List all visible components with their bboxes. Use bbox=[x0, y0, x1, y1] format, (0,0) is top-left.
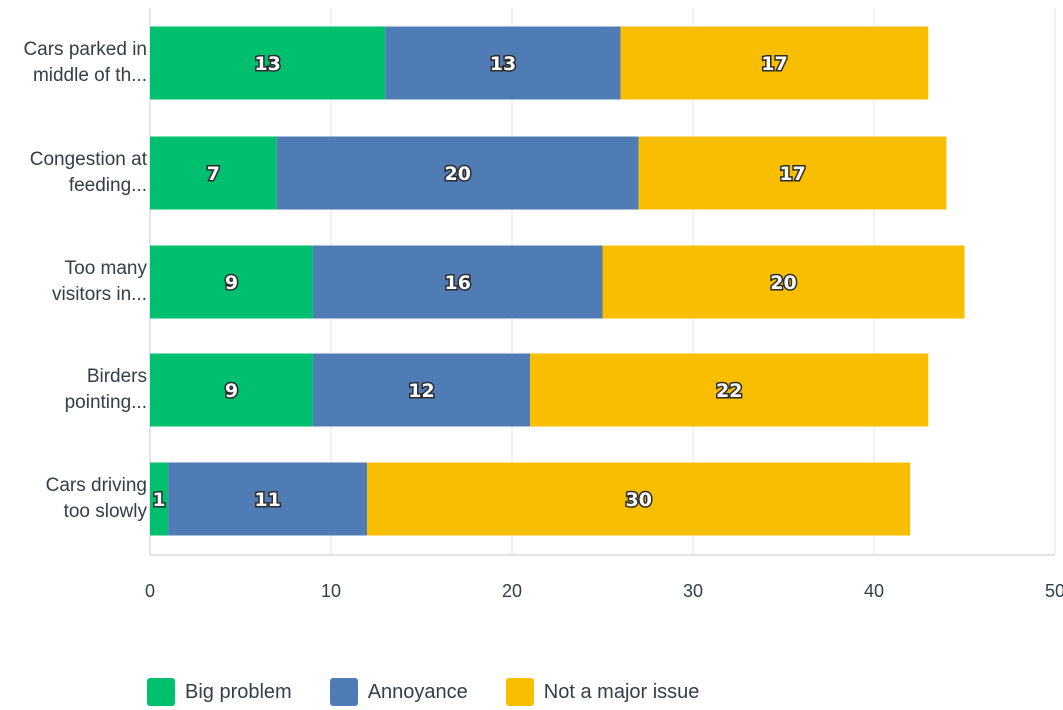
bar-big-problem-3 bbox=[150, 353, 313, 427]
bar-not-a-major-issue-4 bbox=[367, 462, 911, 536]
legend-swatch bbox=[505, 678, 534, 706]
data-label: 30 bbox=[625, 489, 651, 511]
bar-label-group: 13 13 177 20 179 16 209 12 221 11 30 bbox=[151, 52, 807, 513]
category-label-line: Too many bbox=[64, 258, 147, 279]
data-label: 22 bbox=[716, 380, 742, 402]
category-label: Congestion at feeding... bbox=[0, 147, 147, 199]
data-label: 7 bbox=[207, 163, 220, 185]
bar-not-a-major-issue-1 bbox=[638, 136, 947, 210]
bar-annoyance-3 bbox=[312, 353, 531, 427]
bar-big-problem-4 bbox=[150, 462, 169, 536]
bar-big-problem-2 bbox=[150, 245, 313, 319]
stacked-bar-chart: 13 13 177 20 179 16 209 12 221 11 30 0 10 20 30 40 50 bbox=[145, 8, 1063, 601]
category-label-line: visitors in... bbox=[51, 284, 147, 305]
legend-label: Not a major issue bbox=[543, 680, 700, 703]
legend-item-annoyance: Annoyance bbox=[329, 678, 468, 706]
bar-annoyance-1 bbox=[276, 136, 639, 210]
legend-label: Big problem bbox=[185, 680, 292, 703]
legend-swatch bbox=[147, 678, 175, 706]
legend: Big problem Annoyance Not a major issue bbox=[147, 678, 737, 706]
category-label-line: middle of th... bbox=[32, 65, 147, 86]
x-axis-ticks: 0 10 20 30 40 50 bbox=[145, 581, 1063, 601]
data-label: 17 bbox=[779, 163, 805, 185]
legend-item-not-a-major-issue: Not a major issue bbox=[505, 678, 700, 706]
data-label: 1 bbox=[152, 489, 165, 511]
bar-group bbox=[150, 26, 965, 536]
category-label: Birders pointing... bbox=[0, 364, 147, 416]
category-label: Cars driving too slowly bbox=[0, 473, 147, 525]
data-label: 20 bbox=[770, 272, 796, 294]
bar-not-a-major-issue-0 bbox=[620, 26, 929, 100]
data-label: 13 bbox=[490, 53, 516, 75]
category-label-line: pointing... bbox=[64, 392, 147, 413]
category-label-line: Cars parked in bbox=[23, 39, 147, 60]
category-label-line: Cars driving bbox=[45, 475, 147, 496]
legend-item-big-problem: Big problem bbox=[147, 678, 292, 706]
category-label-line: Birders bbox=[86, 366, 147, 387]
category-label: Too many visitors in... bbox=[0, 256, 147, 308]
data-label: 11 bbox=[254, 489, 280, 511]
data-label: 12 bbox=[408, 380, 434, 402]
x-tick-label-0: 0 bbox=[145, 581, 155, 601]
data-label: 17 bbox=[761, 53, 787, 75]
bar-not-a-major-issue-3 bbox=[530, 353, 929, 427]
bar-annoyance-0 bbox=[385, 26, 621, 100]
x-tick-label-40: 40 bbox=[864, 581, 884, 601]
legend-swatch bbox=[329, 678, 358, 706]
data-label: 9 bbox=[225, 272, 238, 294]
data-label: 13 bbox=[254, 53, 280, 75]
category-label-line: too slowly bbox=[63, 501, 147, 522]
bar-not-a-major-issue-2 bbox=[602, 245, 965, 319]
bar-big-problem-1 bbox=[150, 136, 277, 210]
category-label-line: Congestion at bbox=[29, 149, 147, 170]
bar-big-problem-0 bbox=[150, 26, 386, 100]
data-label: 16 bbox=[444, 272, 470, 294]
data-label: 20 bbox=[444, 163, 470, 185]
x-tick-label-20: 20 bbox=[502, 581, 522, 601]
data-label: 9 bbox=[225, 380, 238, 402]
x-tick-label-10: 10 bbox=[321, 581, 341, 601]
bar-annoyance-2 bbox=[312, 245, 603, 319]
legend-label: Annoyance bbox=[367, 680, 468, 703]
x-tick-label-30: 30 bbox=[683, 581, 703, 601]
x-tick-label-50: 50 bbox=[1045, 581, 1063, 601]
category-label-line: feeding... bbox=[68, 175, 147, 196]
category-label: Cars parked in middle of th... bbox=[0, 37, 147, 89]
bar-annoyance-4 bbox=[168, 462, 368, 536]
